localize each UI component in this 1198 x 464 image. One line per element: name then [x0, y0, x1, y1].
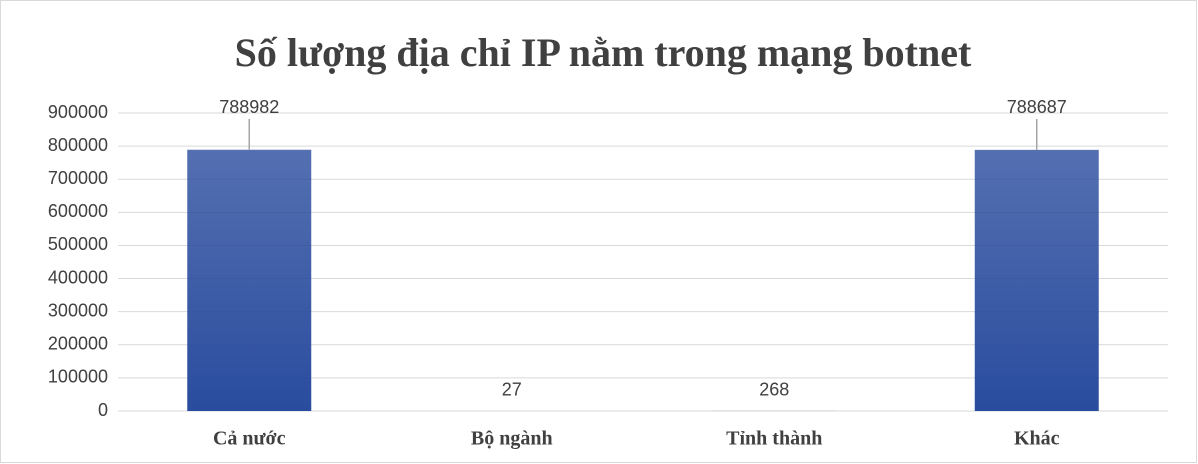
data-label: 27	[502, 380, 522, 400]
y-tick-label: 800000	[48, 135, 108, 155]
y-tick-label: 200000	[48, 334, 108, 354]
x-tick-label: Tỉnh thành	[726, 428, 822, 450]
y-tick-label: 0	[98, 400, 108, 420]
y-tick-label: 100000	[48, 367, 108, 387]
y-tick-label: 600000	[48, 201, 108, 221]
data-label: 268	[759, 380, 789, 400]
data-label: 788687	[1007, 97, 1067, 117]
bar	[974, 149, 1099, 411]
x-tick-label: Cả nước	[213, 428, 286, 450]
y-tick-label: 700000	[48, 168, 108, 188]
y-tick-label: 300000	[48, 300, 108, 320]
data-label: 788982	[219, 97, 279, 117]
bar	[187, 149, 312, 412]
x-tick-label: Bộ ngành	[471, 428, 553, 450]
chart-title: Số lượng địa chỉ IP nằm trong mạng botne…	[235, 30, 972, 75]
x-tick-label: Khác	[1014, 428, 1060, 450]
y-tick-label: 900000	[48, 102, 108, 122]
y-tick-label: 400000	[48, 267, 108, 287]
y-tick-label: 500000	[48, 234, 108, 254]
